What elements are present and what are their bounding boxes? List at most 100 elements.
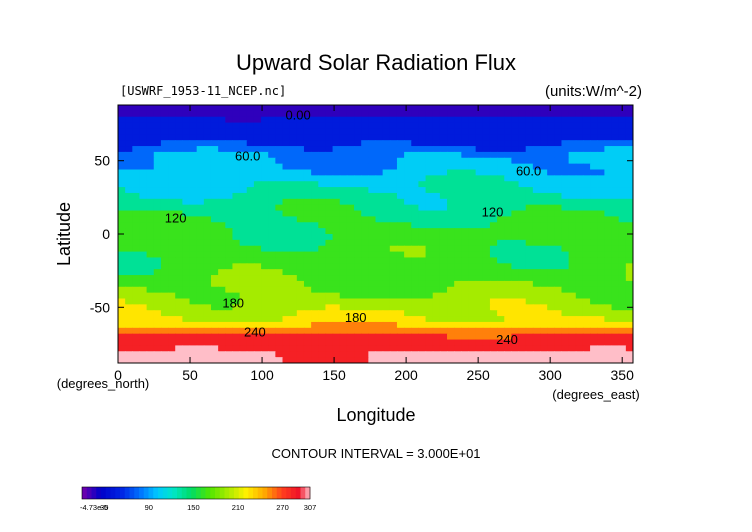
heatmap-cell xyxy=(268,316,276,323)
heatmap-cell xyxy=(382,134,391,141)
heatmap-cell xyxy=(196,181,205,188)
heatmap-cell xyxy=(268,280,276,288)
heatmap-cell xyxy=(482,351,491,358)
heatmap-cell xyxy=(203,216,212,223)
heatmap-cell xyxy=(597,151,605,159)
heatmap-cell xyxy=(497,105,505,112)
heatmap-cell xyxy=(339,163,348,171)
heatmap-cell xyxy=(625,339,633,347)
heatmap-cell xyxy=(282,286,291,294)
heatmap-cell xyxy=(203,292,212,300)
heatmap-cell xyxy=(504,146,512,153)
heatmap-cell xyxy=(175,298,183,305)
heatmap-cell xyxy=(203,151,212,159)
heatmap-cell xyxy=(354,140,362,147)
heatmap-cell xyxy=(468,163,477,171)
heatmap-cell xyxy=(361,251,369,259)
heatmap-cell xyxy=(268,310,276,317)
colorbar-segment xyxy=(276,487,282,499)
heatmap-cell xyxy=(396,304,405,311)
heatmap-cell xyxy=(411,198,420,206)
heatmap-cell xyxy=(153,339,162,347)
heatmap-cell xyxy=(275,204,284,212)
heatmap-cell xyxy=(575,263,584,270)
heatmap-cell xyxy=(332,286,341,294)
heatmap-cell xyxy=(575,310,584,317)
heatmap-cell xyxy=(232,345,241,352)
heatmap-cell xyxy=(590,157,598,165)
heatmap-cell xyxy=(461,157,470,165)
colorbar-segment xyxy=(219,487,225,499)
heatmap-cell xyxy=(303,105,312,112)
heatmap-cell xyxy=(554,175,563,182)
heatmap-cell xyxy=(196,175,205,182)
heatmap-cell xyxy=(432,339,441,347)
heatmap-cell xyxy=(296,134,305,141)
heatmap-cell xyxy=(175,140,183,147)
heatmap-cell xyxy=(489,327,498,335)
heatmap-cell xyxy=(404,327,412,335)
heatmap-cell xyxy=(532,175,541,182)
heatmap-cell xyxy=(475,122,484,130)
heatmap-cell xyxy=(289,187,298,194)
heatmap-cell xyxy=(575,192,584,200)
heatmap-cell xyxy=(396,257,405,264)
heatmap-cell xyxy=(439,151,448,159)
heatmap-cell xyxy=(339,239,348,247)
heatmap-cell xyxy=(454,105,462,112)
heatmap-cell xyxy=(396,151,405,159)
heatmap-cell xyxy=(532,128,541,135)
heatmap-cell xyxy=(497,269,505,276)
heatmap-cell xyxy=(318,345,327,352)
heatmap-cell xyxy=(568,105,577,112)
heatmap-cell xyxy=(289,263,298,270)
heatmap-cell xyxy=(160,292,169,300)
heatmap-cell xyxy=(289,105,298,112)
heatmap-cell xyxy=(325,169,334,176)
heatmap-cell xyxy=(246,239,255,247)
heatmap-cell xyxy=(411,310,420,317)
heatmap-cell xyxy=(540,269,548,276)
heatmap-cell xyxy=(311,105,319,112)
heatmap-cell xyxy=(261,251,269,259)
heatmap-cell xyxy=(518,228,527,235)
heatmap-cell xyxy=(182,310,191,317)
heatmap-cell xyxy=(282,210,291,218)
heatmap-cell xyxy=(389,351,398,358)
heatmap-cell xyxy=(153,286,162,294)
heatmap-cell xyxy=(361,263,369,270)
heatmap-cell xyxy=(318,333,327,341)
heatmap-cell xyxy=(439,210,448,218)
heatmap-cell xyxy=(461,263,470,270)
heatmap-cell xyxy=(361,128,369,135)
heatmap-cell xyxy=(346,345,355,352)
heatmap-cell xyxy=(425,321,434,329)
heatmap-cell xyxy=(375,298,384,305)
heatmap-cell xyxy=(597,105,605,112)
heatmap-cell xyxy=(468,333,477,341)
heatmap-cell xyxy=(396,216,405,223)
heatmap-cell xyxy=(139,105,148,112)
colorbar-segment xyxy=(224,487,230,499)
heatmap-cell xyxy=(253,116,262,124)
heatmap-cell xyxy=(461,146,470,153)
heatmap-cell xyxy=(611,198,620,206)
heatmap-cell xyxy=(389,163,398,171)
heatmap-cell xyxy=(597,251,605,259)
heatmap-cell xyxy=(504,345,512,352)
heatmap-cell xyxy=(246,304,255,311)
heatmap-cell xyxy=(153,134,162,141)
heatmap-cell xyxy=(618,146,627,153)
heatmap-cell xyxy=(582,357,591,363)
heatmap-cell xyxy=(504,128,512,135)
heatmap-cell xyxy=(225,351,234,358)
heatmap-cell xyxy=(382,216,391,223)
heatmap-cell xyxy=(175,157,183,165)
heatmap-cell xyxy=(540,292,548,300)
heatmap-cell xyxy=(547,216,555,223)
heatmap-cell xyxy=(303,116,312,124)
heatmap-cell xyxy=(232,222,241,229)
heatmap-cell xyxy=(182,327,191,335)
heatmap-cell xyxy=(382,298,391,305)
heatmap-cell xyxy=(511,239,520,247)
